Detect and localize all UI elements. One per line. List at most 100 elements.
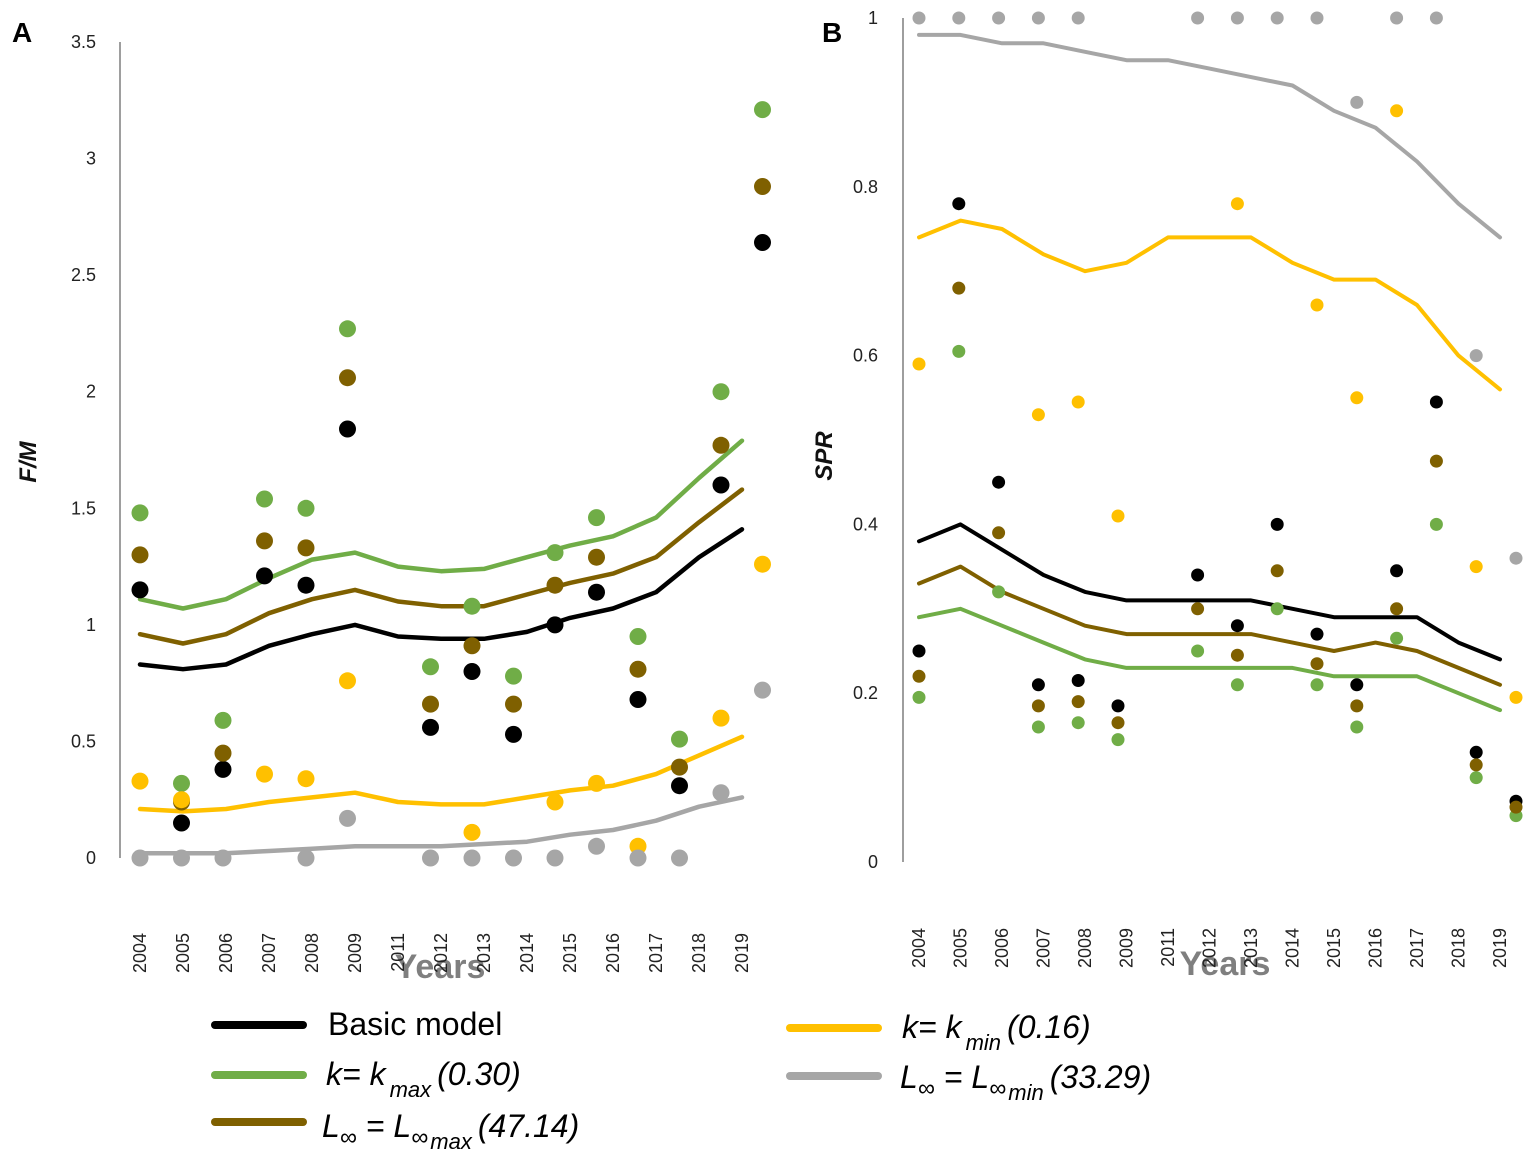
y-tick-label: 1 [868, 8, 878, 28]
data-point-basic [256, 567, 273, 585]
x-tick-label: 2004 [909, 928, 929, 968]
data-point-kmin [1350, 391, 1364, 405]
data-point-linfmax [131, 546, 149, 564]
data-point-linfmin [1390, 11, 1404, 25]
data-point-kmin [1310, 298, 1324, 312]
data-point-kmin [1230, 197, 1244, 211]
data-point-linfmin [1310, 11, 1324, 25]
data-point-linfmax [1509, 800, 1523, 814]
data-point-linfmax [952, 281, 966, 295]
data-point-basic [1310, 627, 1324, 641]
data-point-kmin [297, 770, 315, 788]
data-point-kmax [1390, 631, 1404, 645]
data-point-basic [712, 476, 730, 494]
panel-b-y-axis-label: SPR [811, 431, 838, 481]
data-point-linfmin [422, 849, 439, 867]
legend-label-kmin: k= k min (0.16) [902, 1009, 1091, 1055]
data-point-kmin [546, 793, 564, 811]
series-line-linfmax [917, 564, 1502, 687]
data-point-kmax [422, 658, 439, 676]
data-point-linfmax [1071, 695, 1085, 709]
data-point-linfmax [1111, 716, 1125, 730]
data-point-linfmin [463, 849, 481, 867]
x-tick-label: 2018 [689, 933, 709, 973]
x-tick-label: 2014 [1283, 928, 1303, 968]
data-point-linfmax [422, 695, 439, 713]
x-tick-label: 2019 [732, 933, 752, 973]
x-tick-label: 2012 [1200, 928, 1220, 968]
data-point-kmax [546, 544, 564, 562]
data-point-kmax [1230, 678, 1244, 692]
data-point-kmax [629, 628, 647, 645]
data-point-linfmin [912, 11, 926, 25]
data-point-basic [1270, 517, 1284, 531]
y-tick-label: 0 [86, 848, 96, 868]
y-tick-label: 2 [86, 382, 96, 402]
y-tick-label: 3.5 [71, 32, 96, 52]
data-point-linfmax [546, 576, 564, 594]
data-point-linfmax [1191, 602, 1205, 616]
y-tick-label: 3 [86, 149, 96, 169]
y-tick-label: 0 [868, 852, 878, 872]
data-point-kmax [1071, 716, 1085, 730]
data-point-basic [339, 420, 356, 438]
data-point-kmax [339, 320, 356, 338]
x-tick-label: 2018 [1449, 928, 1469, 968]
x-tick-label: 2019 [1490, 928, 1510, 968]
series-line-linfmax [137, 487, 745, 646]
data-point-linfmax [339, 369, 356, 387]
data-point-linfmin [1191, 11, 1205, 25]
series-line-kmax [917, 606, 1502, 713]
x-tick-label: 2013 [474, 933, 494, 973]
y-tick-label: 0.6 [853, 346, 878, 366]
data-point-kmin [131, 772, 149, 790]
data-point-linfmin [1071, 11, 1085, 25]
legend: Basic model k= k max (0.30) L∞ = L∞max (47.… [211, 1006, 1151, 1154]
data-point-basic [1350, 678, 1364, 692]
data-point-kmax [1191, 644, 1205, 658]
data-point-linfmax [754, 178, 771, 195]
data-point-linfmax [992, 526, 1006, 540]
data-point-basic [214, 760, 232, 778]
data-point-linfmax [712, 436, 730, 454]
data-point-basic [1111, 699, 1125, 713]
data-point-kmin [1111, 509, 1125, 523]
data-point-kmax [671, 730, 688, 748]
data-point-basic [912, 644, 926, 658]
data-point-kmin [912, 357, 926, 371]
data-point-linfmax [1429, 454, 1443, 468]
panel-a-x-axis-label: Years [395, 948, 486, 986]
data-point-linfmin [173, 849, 190, 867]
data-point-kmax [952, 344, 966, 358]
x-tick-label: 2004 [130, 933, 150, 973]
data-point-linfmax [214, 744, 232, 762]
data-point-linfmin [712, 784, 730, 802]
data-point-linfmax [463, 637, 481, 655]
data-point-kmin [256, 765, 273, 783]
data-point-basic [463, 663, 481, 680]
x-tick-label: 2008 [302, 933, 322, 973]
y-tick-label: 1.5 [71, 498, 96, 518]
data-point-linfmax [671, 758, 688, 776]
data-point-basic [1469, 745, 1483, 759]
data-point-kmax [1429, 517, 1443, 531]
y-tick-label: 0.8 [853, 177, 878, 197]
data-point-kmax [297, 499, 315, 517]
data-point-kmax [1031, 720, 1045, 734]
data-point-linfmax [1310, 657, 1324, 671]
data-point-kmin [754, 555, 771, 573]
data-point-kmin [339, 672, 356, 690]
data-point-kmax [173, 774, 190, 792]
data-point-kmin [1509, 690, 1523, 704]
data-point-linfmin [1270, 11, 1284, 25]
data-point-linfmax [297, 539, 315, 557]
data-point-kmin [629, 837, 647, 855]
data-point-linfmin [339, 809, 356, 827]
series-line-basic [137, 527, 745, 672]
data-point-kmax [754, 101, 771, 119]
x-tick-label: 2006 [216, 933, 236, 973]
x-tick-label: 2008 [1075, 928, 1095, 968]
x-tick-label: 2005 [173, 933, 193, 973]
data-point-kmax [1310, 678, 1324, 692]
